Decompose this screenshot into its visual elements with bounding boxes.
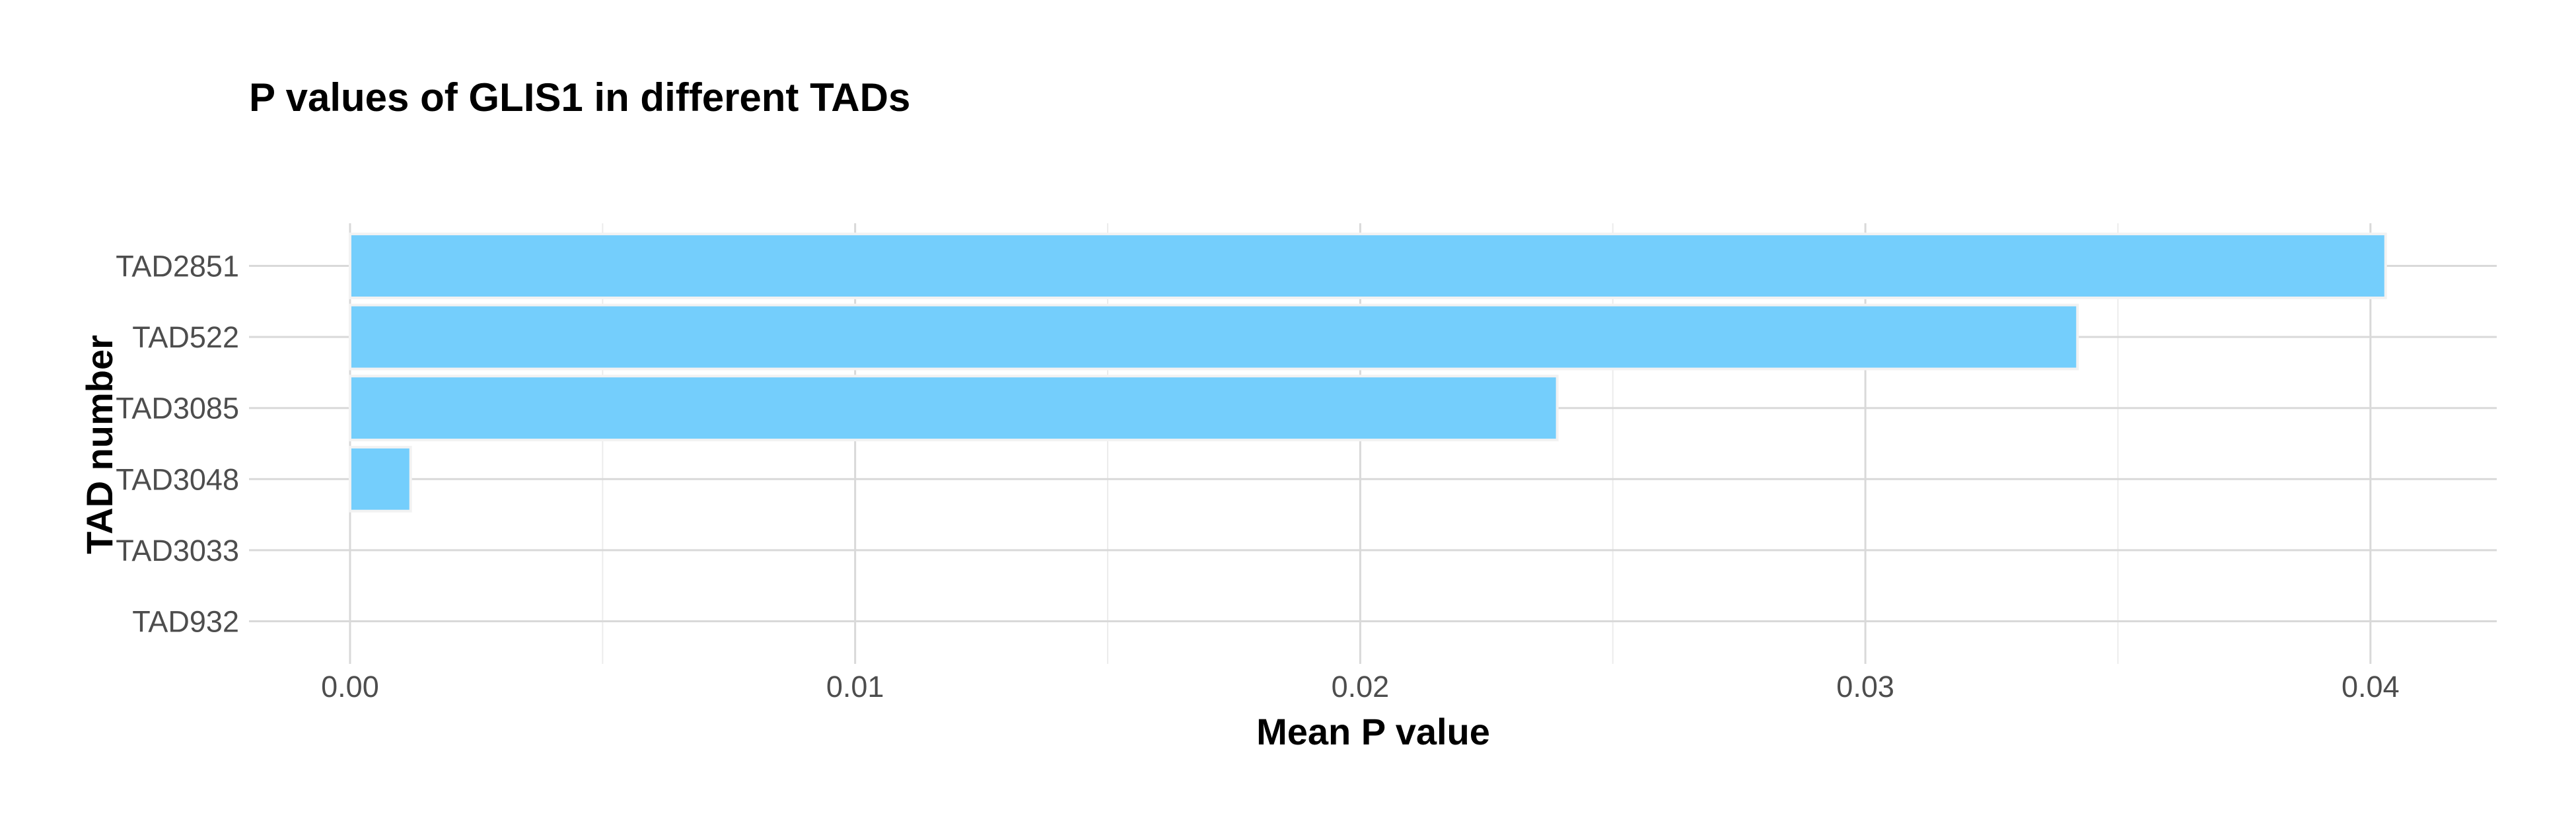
y-tick-label: TAD3085 — [116, 392, 239, 425]
y-tick-label: TAD932 — [132, 604, 239, 638]
y-tick-label: TAD3033 — [116, 534, 239, 567]
x-tick-label: 0.03 — [1836, 670, 1894, 704]
bar-tad2851 — [348, 233, 2387, 299]
y-tick-label: TAD522 — [132, 320, 239, 354]
x-tick-label: 0.00 — [321, 670, 379, 704]
y-axis-title: TAD number — [79, 335, 120, 554]
y-tick-labels: TAD2851 TAD522 TAD3085 TAD3048 TAD3033 TAD932 — [116, 250, 239, 639]
x-tick-label: 0.02 — [1332, 670, 1390, 704]
y-tick-label: TAD3048 — [116, 462, 239, 496]
chart-title: P values of GLIS1 in different TADs — [249, 75, 910, 120]
bar-tad3048 — [348, 445, 412, 513]
bar-tad3085 — [348, 375, 1559, 442]
bars — [348, 233, 2387, 513]
bar-tad522 — [348, 303, 2079, 371]
x-tick-label: 0.01 — [826, 670, 884, 704]
x-tick-label: 0.04 — [2342, 670, 2400, 704]
y-tick-label: TAD2851 — [116, 250, 239, 283]
x-tick-labels: 0.00 0.01 0.02 0.03 0.04 — [321, 670, 2399, 704]
x-axis-title: Mean P value — [1256, 711, 1490, 752]
